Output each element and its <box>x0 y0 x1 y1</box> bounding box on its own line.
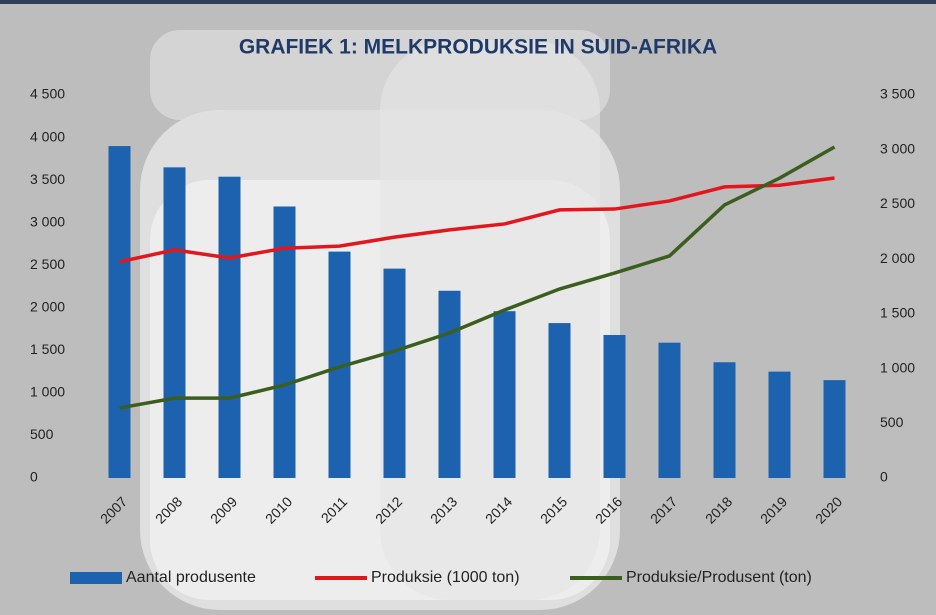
bar <box>548 323 571 478</box>
y-tick-label: 0 <box>30 469 38 485</box>
legend-label: Produksie/Produsent (ton) <box>626 569 812 586</box>
bar <box>273 206 296 479</box>
y-tick-label: 3 000 <box>30 213 65 229</box>
y2-tick-label: 1 500 <box>880 305 915 321</box>
line <box>119 176 835 264</box>
bar <box>163 167 186 478</box>
bar <box>493 311 516 478</box>
bar <box>438 290 461 478</box>
legend-swatch <box>70 572 122 584</box>
legend-label: Produksie (1000 ton) <box>371 569 520 586</box>
y-tick-label: 2 000 <box>30 298 65 314</box>
bottle-photo <box>140 30 620 610</box>
bar <box>658 342 681 478</box>
bar <box>108 146 131 479</box>
bar <box>603 335 626 478</box>
y2-tick-label: 2 000 <box>880 250 915 266</box>
top-border <box>0 0 936 4</box>
y-tick-label: 1 000 <box>30 384 65 400</box>
y-tick-label: 4 000 <box>30 128 65 144</box>
line <box>119 145 836 410</box>
y-tick-label: 1 500 <box>30 341 65 357</box>
y-tick-label: 3 500 <box>30 171 65 187</box>
bar <box>823 380 846 478</box>
y-tick-label: 4 500 <box>30 86 65 102</box>
bar <box>768 371 791 478</box>
bar <box>383 268 406 478</box>
y2-tick-label: 0 <box>880 469 888 485</box>
legend-label: Aantal produsente <box>126 569 256 586</box>
chart-title: GRAFIEK 1: MELKPRODUKSIE IN SUID-AFRIKA <box>239 36 717 59</box>
y2-tick-label: 1 000 <box>880 359 915 375</box>
y-tick-label: 500 <box>30 426 54 442</box>
y-tick-label: 2 500 <box>30 256 65 272</box>
bar <box>328 251 351 478</box>
bar <box>713 362 736 478</box>
y2-tick-label: 2 500 <box>880 195 915 211</box>
y2-tick-label: 3 000 <box>880 140 915 156</box>
y2-tick-label: 3 500 <box>880 86 915 102</box>
y2-tick-label: 500 <box>880 414 904 430</box>
bar <box>218 176 241 478</box>
